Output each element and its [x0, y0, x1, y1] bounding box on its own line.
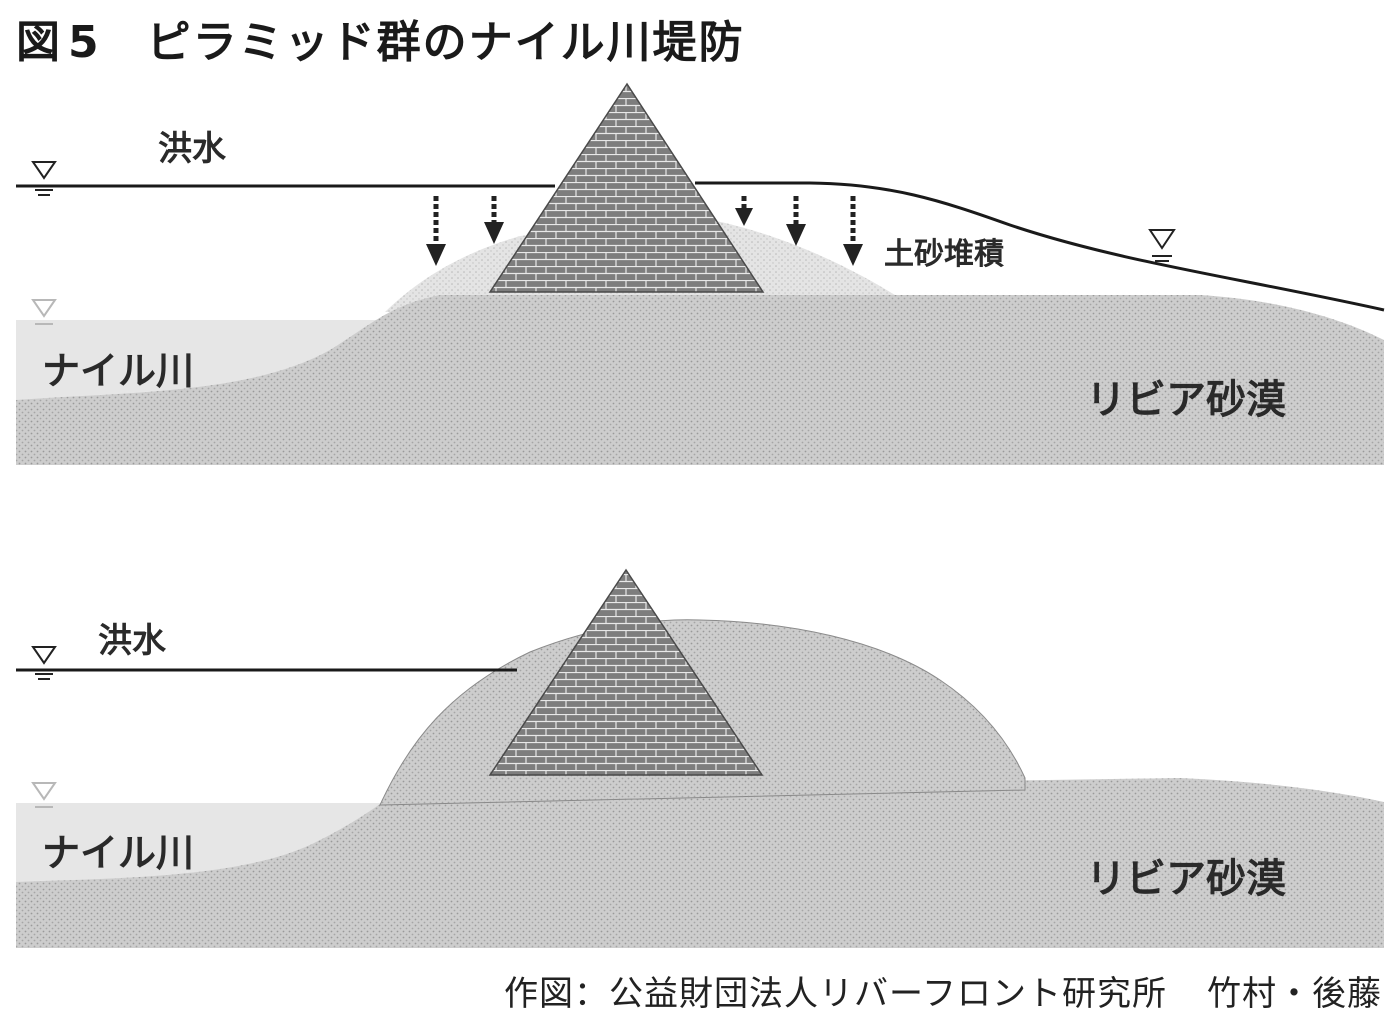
credit-authors: 竹村・後藤: [1207, 974, 1382, 1014]
figure-credit: 作図：公益財団法人リバーフロント研究所 竹村・後藤: [504, 966, 1382, 1015]
figure-title-text: ピラミッド群のナイル川堤防: [146, 17, 745, 68]
sediment-arrow-3: [735, 196, 753, 226]
top-river-level-marker: [31, 299, 57, 325]
sediment-arrow-4: [786, 196, 806, 246]
sediment-arrow-1: [426, 196, 446, 266]
figure-number: 5: [68, 17, 101, 68]
top-flood-label: 洪水: [158, 129, 227, 169]
bottom-river-level-marker: [31, 782, 57, 808]
top-river-label: ナイル川: [42, 349, 194, 393]
top-pyramid: [488, 82, 765, 293]
top-desert-label: リビア砂漠: [1086, 377, 1286, 423]
top-downstream-level-marker: [1148, 229, 1176, 262]
bottom-river-label: ナイル川: [42, 831, 194, 875]
bottom-flood-level-marker: [31, 646, 57, 680]
top-desert-ground: [16, 295, 1384, 465]
pyramid-levee-diagram: 洪水 土砂堆積 ナイル川 リビア砂漠 洪水 ナイル川 リビア砂漠: [16, 82, 1385, 948]
bottom-pyramid: [488, 568, 764, 776]
sediment-arrows: [426, 196, 863, 266]
sediment-arrow-5: [843, 196, 863, 266]
top-sediment-label: 土砂堆積: [884, 237, 1004, 272]
bottom-desert-label: リビア砂漠: [1086, 856, 1286, 902]
bottom-panel: 洪水 ナイル川 リビア砂漠: [16, 568, 1384, 948]
credit-organization: 作図：公益財団法人リバーフロント研究所: [504, 974, 1167, 1014]
figure-title: 図 5 ピラミッド群のナイル川堤防: [16, 6, 745, 70]
top-flood-level-marker: [31, 161, 57, 196]
bottom-desert-ground: [16, 778, 1384, 948]
figure-label: 図: [16, 17, 62, 68]
top-panel: 洪水 土砂堆積 ナイル川 リビア砂漠: [16, 82, 1385, 465]
sediment-arrow-2: [484, 196, 504, 244]
top-flood-water-line: [16, 181, 1385, 312]
bottom-flood-label: 洪水: [98, 621, 167, 661]
